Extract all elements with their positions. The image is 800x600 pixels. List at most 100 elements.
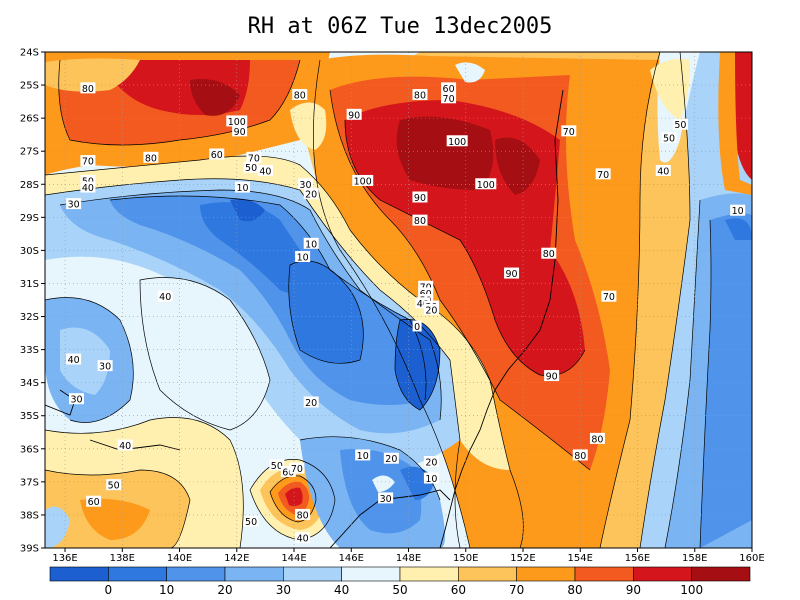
contour-label: 10 — [357, 451, 369, 462]
contour-label: 80 — [294, 90, 306, 101]
contour-label: 40 — [82, 183, 94, 194]
contour-label: 40 — [119, 441, 131, 452]
contour-label-bg — [66, 353, 82, 365]
colorbar-swatch — [574, 566, 634, 582]
contour-label: 100 — [477, 180, 495, 191]
contour-label: 80 — [574, 451, 586, 462]
contour-label: 30 — [99, 362, 111, 373]
contour-label: 70 — [291, 464, 303, 475]
lat-tick-label: 32S — [20, 312, 39, 323]
colorbar-swatch — [166, 566, 226, 582]
contour-label-bg — [595, 168, 611, 180]
contour-label: 70 — [603, 292, 615, 303]
contour-label-bg — [661, 131, 677, 143]
contour-label-bg — [143, 151, 159, 163]
contour-label-bg — [243, 515, 259, 527]
contour-label-bg — [295, 251, 311, 263]
colorbar-label: 100 — [680, 583, 703, 597]
colorbar-label: 60 — [451, 583, 466, 597]
colorbar-label: 30 — [276, 583, 291, 597]
contour-label-bg — [412, 191, 428, 203]
contour-label-bg — [269, 459, 285, 471]
contour-label-bg — [209, 148, 225, 160]
contour-label: 80 — [543, 249, 555, 260]
contour-label: 10 — [425, 474, 437, 485]
contour-label-bg — [412, 320, 422, 332]
contour-label: 40 — [297, 534, 309, 545]
contour-label-bg — [80, 174, 96, 186]
contour-label-bg — [572, 449, 588, 461]
colorbar-label: 90 — [626, 583, 641, 597]
colorbar-swatch — [458, 566, 517, 582]
lat-tick-label: 37S — [20, 477, 39, 488]
contour-label-bg — [157, 290, 173, 302]
contour-label: 90 — [506, 269, 518, 280]
contour-label-bg — [504, 267, 520, 279]
contour-label-bg — [415, 297, 431, 309]
contour-label: 20 — [305, 398, 317, 409]
contour-label: 90 — [234, 127, 246, 138]
contour-label-bg — [280, 465, 296, 477]
lat-tick-label: 25S — [20, 81, 39, 92]
contour-label-bg — [226, 115, 248, 127]
contour-label-bg — [544, 370, 560, 382]
contour-label-bg — [66, 198, 82, 210]
contour-label-bg — [80, 82, 96, 94]
rh-field — [45, 52, 752, 548]
contour-label: 50 — [271, 461, 283, 472]
contour-label: 90 — [348, 110, 360, 121]
contour-label-bg — [235, 181, 251, 193]
contour-label-bg — [541, 247, 557, 259]
contour-label: 0 — [414, 322, 420, 333]
contour-label: 40 — [159, 292, 171, 303]
lat-tick-label: 26S — [20, 114, 39, 125]
grid-lines — [45, 52, 752, 548]
contour-label: 30 — [68, 200, 80, 211]
lon-tick-label: 150E — [453, 553, 478, 564]
contour-label-bg — [423, 456, 439, 468]
lon-tick-label: 156E — [625, 553, 650, 564]
lon-tick-label: 158E — [682, 553, 707, 564]
contour-label-bg — [68, 393, 84, 405]
colorbar-swatch — [399, 566, 459, 582]
contour-label: 40 — [657, 167, 669, 178]
contour-label-bg — [295, 532, 311, 544]
contour-label-bg — [289, 462, 305, 474]
lat-tick-label: 31S — [20, 279, 39, 290]
colorbar-swatch — [691, 566, 751, 582]
lon-tick-label: 154E — [568, 553, 593, 564]
contour-label-bg — [243, 161, 259, 173]
longitude-axis: 136E 138E 140E 142E 144E 146E 148E 150E 152E 154E… — [52, 548, 765, 564]
contour-label-bg — [352, 174, 374, 186]
contour-label: 50 — [108, 481, 120, 492]
latitude-axis: 24S 25S 26S 27S 28S 29S 30S 31S 32S 33S 34S 35S 36S 3… — [20, 48, 45, 555]
contour-label: 20 — [305, 190, 317, 201]
colorbar-label: 70 — [509, 583, 524, 597]
lat-tick-label: 28S — [20, 180, 39, 191]
colorbar-swatch — [283, 566, 342, 582]
lon-tick-label: 152E — [510, 553, 535, 564]
coastlines — [45, 89, 564, 548]
lat-tick-label: 27S — [20, 147, 39, 158]
contour-label: 100 — [448, 137, 466, 148]
contour-label: 60 — [443, 84, 455, 95]
contour-label: 10 — [305, 239, 317, 250]
contour-label-bg — [257, 165, 273, 177]
contour-label-bg — [232, 125, 248, 137]
lon-tick-label: 138E — [110, 553, 135, 564]
contour-label-bg — [441, 82, 457, 94]
contour-label: 80 — [297, 510, 309, 521]
contour-label: 80 — [82, 84, 94, 95]
contour-label: 80 — [145, 153, 157, 164]
lon-tick-label: 144E — [281, 553, 306, 564]
contour-label: 30 — [380, 494, 392, 505]
lon-tick-label: 136E — [52, 553, 77, 564]
lat-tick-label: 24S — [20, 48, 39, 59]
colorbar-label: 0 — [105, 583, 113, 597]
contour-label-bg — [295, 508, 311, 520]
contour-label-bg — [730, 204, 746, 216]
contour-label-bg — [292, 88, 308, 100]
contour-label-bg — [412, 88, 428, 100]
contour-label: 20 — [425, 458, 437, 469]
